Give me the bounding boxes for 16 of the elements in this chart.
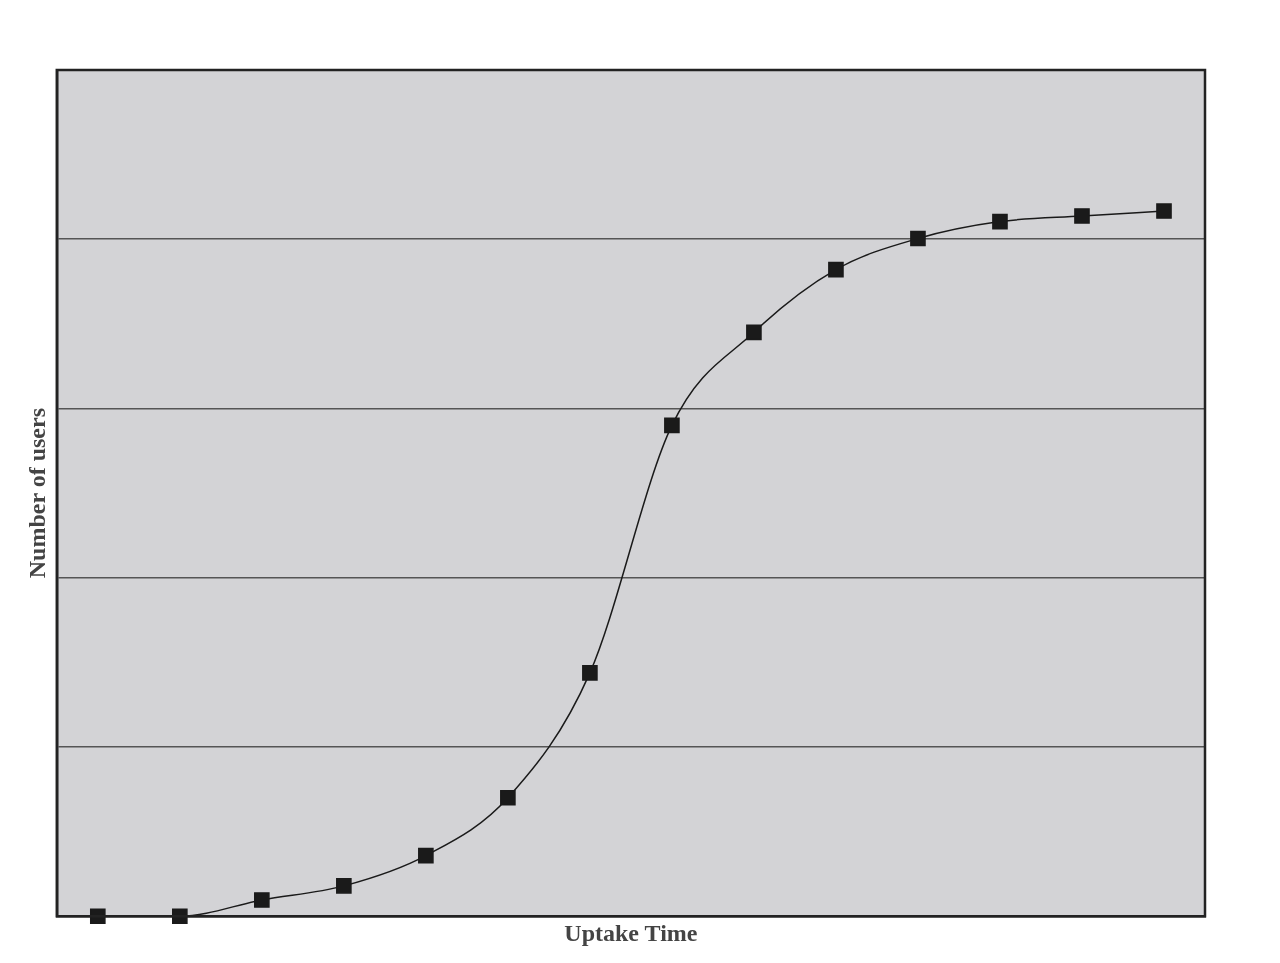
point — [582, 665, 598, 681]
point — [336, 878, 352, 894]
point — [500, 789, 516, 806]
point — [992, 213, 1008, 230]
point — [418, 847, 434, 864]
point — [254, 892, 270, 908]
y-axis-title: Number of users — [23, 407, 50, 579]
point — [1156, 203, 1172, 219]
point — [89, 908, 106, 925]
point — [664, 417, 680, 434]
point — [910, 230, 926, 247]
point — [828, 261, 844, 278]
point — [1074, 208, 1090, 224]
x-axis-title: Uptake Time — [564, 919, 698, 946]
point — [746, 324, 762, 341]
point — [172, 908, 188, 925]
